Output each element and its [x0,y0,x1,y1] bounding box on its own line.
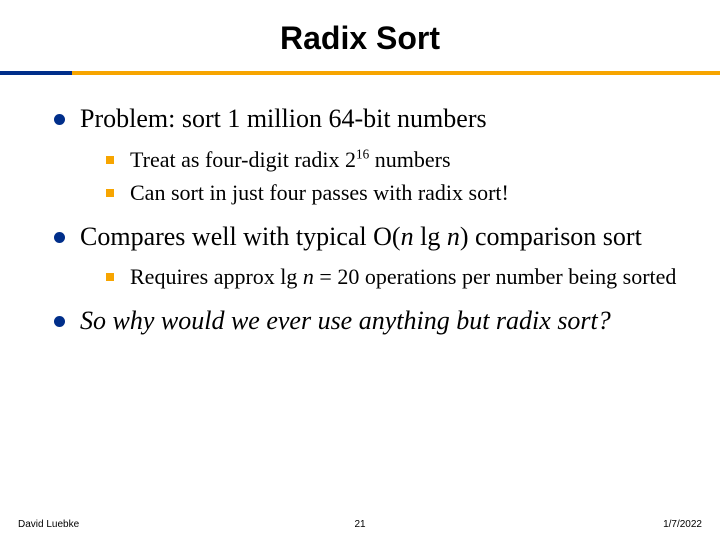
italic-n: n [447,222,460,251]
slide-footer: David Luebke 21 1/7/2022 [0,519,720,530]
sub-bullet-treat: Treat as four-digit radix 216 numbers [106,146,680,174]
italic-n: n [401,222,414,251]
bullet-text: ) comparison sort [460,222,642,251]
italic-n: n [303,264,314,289]
footer-page: 21 [354,519,365,530]
sub-bullet-requires: Requires approx lg n = 20 operations per… [106,263,680,291]
sub-bullet-passes: Can sort in just four passes with radix … [106,179,680,207]
slide-content: Problem: sort 1 million 64-bit numbers T… [0,103,720,337]
bullet-question: So why would we ever use anything but ra… [54,305,680,338]
sub-bullet-list: Requires approx lg n = 20 operations per… [106,263,680,291]
accent-bar-right [72,71,720,75]
bullet-text: Problem: sort 1 million 64-bit numbers [80,104,487,133]
bullet-list: Problem: sort 1 million 64-bit numbers T… [54,103,680,337]
sub-bullet-list: Treat as four-digit radix 216 numbers Ca… [106,146,680,207]
sub-text: Requires approx lg [130,264,303,289]
sub-text: Treat as four-digit radix 2 [130,147,356,172]
bullet-text: lg [414,222,447,251]
sub-text: = 20 operations per number being sorted [314,264,676,289]
slide: Radix Sort Problem: sort 1 million 64-bi… [0,0,720,540]
accent-bar [0,71,720,75]
bullet-problem: Problem: sort 1 million 64-bit numbers T… [54,103,680,207]
footer-date: 1/7/2022 [663,519,702,530]
footer-author: David Luebke [18,519,79,530]
bullet-compares: Compares well with typical O(n lg n) com… [54,221,680,291]
sup-16: 16 [356,146,369,161]
sub-text: numbers [369,147,450,172]
bullet-text: Compares well with typical O( [80,222,401,251]
slide-title: Radix Sort [0,20,720,57]
bullet-text-italic: So why would we ever use anything but ra… [80,306,611,335]
accent-bar-left [0,71,72,75]
sub-text: Can sort in just four passes with radix … [130,180,509,205]
